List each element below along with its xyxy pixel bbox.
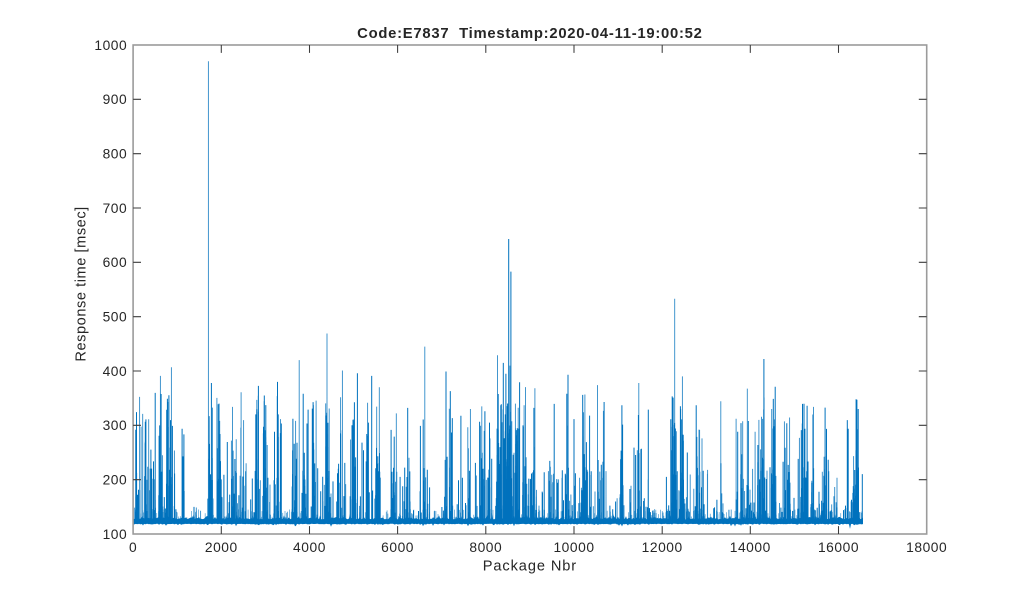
svg-text:4000: 4000 — [293, 540, 326, 555]
svg-text:0: 0 — [129, 540, 137, 555]
svg-text:1000: 1000 — [94, 38, 127, 53]
svg-text:Code:E7837 Timestamp:2020-04-: Code:E7837 Timestamp:2020-04-11-19:00:52 — [357, 26, 703, 42]
svg-text:16000: 16000 — [818, 540, 859, 555]
svg-text:600: 600 — [103, 255, 128, 270]
svg-text:12000: 12000 — [642, 540, 683, 555]
svg-text:Package Nbr: Package Nbr — [483, 558, 577, 574]
svg-text:6000: 6000 — [381, 540, 414, 555]
svg-text:10000: 10000 — [553, 540, 594, 555]
svg-text:400: 400 — [103, 364, 128, 379]
svg-text:Response time [msec]: Response time [msec] — [73, 206, 89, 361]
svg-text:500: 500 — [103, 310, 128, 325]
svg-text:300: 300 — [103, 418, 128, 433]
svg-text:100: 100 — [103, 527, 128, 542]
svg-text:14000: 14000 — [730, 540, 771, 555]
svg-text:8000: 8000 — [469, 540, 502, 555]
svg-text:200: 200 — [103, 473, 128, 488]
svg-text:18000: 18000 — [906, 540, 947, 555]
svg-text:800: 800 — [103, 147, 128, 162]
svg-text:700: 700 — [103, 201, 128, 216]
svg-text:900: 900 — [103, 92, 128, 107]
svg-text:2000: 2000 — [205, 540, 238, 555]
